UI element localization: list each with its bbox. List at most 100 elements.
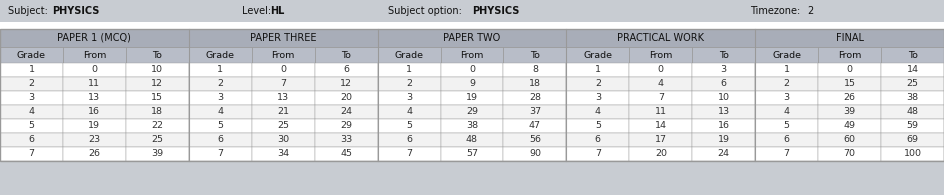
Text: From: From xyxy=(838,51,861,59)
Bar xyxy=(189,147,252,161)
Bar xyxy=(63,63,126,77)
Text: To: To xyxy=(341,51,351,59)
Bar xyxy=(692,77,755,91)
Text: 45: 45 xyxy=(340,150,352,159)
Bar xyxy=(503,133,566,147)
Bar xyxy=(503,47,566,63)
Text: 6: 6 xyxy=(343,66,349,74)
Bar xyxy=(63,119,126,133)
Text: 21: 21 xyxy=(278,107,289,116)
Bar xyxy=(755,147,818,161)
Text: 18: 18 xyxy=(151,107,163,116)
Bar xyxy=(378,29,566,47)
Text: 48: 48 xyxy=(466,136,478,144)
Text: 5: 5 xyxy=(28,121,35,130)
Bar xyxy=(692,47,755,63)
Text: 30: 30 xyxy=(278,136,289,144)
Text: 47: 47 xyxy=(529,121,541,130)
Text: 60: 60 xyxy=(844,136,855,144)
Bar xyxy=(692,147,755,161)
Text: 19: 19 xyxy=(89,121,100,130)
Text: 2: 2 xyxy=(28,80,35,89)
Text: 10: 10 xyxy=(717,93,730,103)
Text: 7: 7 xyxy=(280,80,286,89)
Text: 7: 7 xyxy=(28,150,35,159)
Text: 14: 14 xyxy=(906,66,919,74)
Bar xyxy=(566,147,630,161)
Bar xyxy=(692,119,755,133)
Bar xyxy=(0,47,63,63)
Text: 4: 4 xyxy=(595,107,601,116)
Bar xyxy=(126,133,189,147)
Bar xyxy=(0,63,63,77)
Text: 0: 0 xyxy=(92,66,97,74)
Bar xyxy=(0,105,63,119)
Text: 11: 11 xyxy=(655,107,666,116)
Bar xyxy=(818,119,881,133)
Bar xyxy=(189,77,252,91)
Bar xyxy=(252,147,314,161)
Text: 15: 15 xyxy=(151,93,163,103)
Text: 49: 49 xyxy=(844,121,855,130)
Text: 12: 12 xyxy=(340,80,352,89)
Bar xyxy=(252,63,314,77)
Bar xyxy=(503,105,566,119)
Text: To: To xyxy=(530,51,540,59)
Text: PHYSICS: PHYSICS xyxy=(472,6,519,16)
Text: Grade: Grade xyxy=(772,51,801,59)
Text: 1: 1 xyxy=(784,66,790,74)
Bar xyxy=(630,119,692,133)
Bar xyxy=(0,22,944,29)
Text: 7: 7 xyxy=(658,93,664,103)
Text: 1: 1 xyxy=(406,66,413,74)
Text: 3: 3 xyxy=(784,93,790,103)
Bar xyxy=(189,29,378,47)
Bar xyxy=(314,47,378,63)
Bar xyxy=(0,119,63,133)
Text: Grade: Grade xyxy=(17,51,46,59)
Text: 39: 39 xyxy=(151,150,163,159)
Bar xyxy=(441,147,503,161)
Bar xyxy=(0,91,63,105)
Bar xyxy=(441,63,503,77)
Bar xyxy=(818,77,881,91)
Text: 7: 7 xyxy=(217,150,224,159)
Text: 90: 90 xyxy=(529,150,541,159)
Text: 7: 7 xyxy=(784,150,790,159)
Text: HL: HL xyxy=(270,6,284,16)
Bar xyxy=(189,47,252,63)
Bar xyxy=(0,29,189,47)
Text: 6: 6 xyxy=(720,80,727,89)
Bar xyxy=(566,29,755,47)
Text: 13: 13 xyxy=(717,107,730,116)
Bar xyxy=(314,91,378,105)
Text: 4: 4 xyxy=(406,107,413,116)
Text: 1: 1 xyxy=(217,66,224,74)
Bar xyxy=(314,63,378,77)
Bar xyxy=(189,63,252,77)
Bar xyxy=(503,77,566,91)
Bar xyxy=(314,77,378,91)
Text: 5: 5 xyxy=(217,121,224,130)
Bar xyxy=(881,133,944,147)
Bar xyxy=(126,105,189,119)
Text: 16: 16 xyxy=(717,121,730,130)
Bar xyxy=(566,119,630,133)
Text: 3: 3 xyxy=(28,93,35,103)
Bar xyxy=(630,47,692,63)
Text: 10: 10 xyxy=(151,66,163,74)
Text: PRACTICAL WORK: PRACTICAL WORK xyxy=(617,33,704,43)
Bar xyxy=(755,105,818,119)
Bar xyxy=(378,63,441,77)
Bar xyxy=(630,91,692,105)
Bar xyxy=(378,47,441,63)
Bar xyxy=(126,119,189,133)
Bar xyxy=(0,0,944,22)
Text: 56: 56 xyxy=(529,136,541,144)
Text: 38: 38 xyxy=(466,121,478,130)
Text: 3: 3 xyxy=(406,93,413,103)
Text: 59: 59 xyxy=(906,121,919,130)
Bar xyxy=(0,147,63,161)
Bar xyxy=(378,105,441,119)
Text: 2: 2 xyxy=(807,6,813,16)
